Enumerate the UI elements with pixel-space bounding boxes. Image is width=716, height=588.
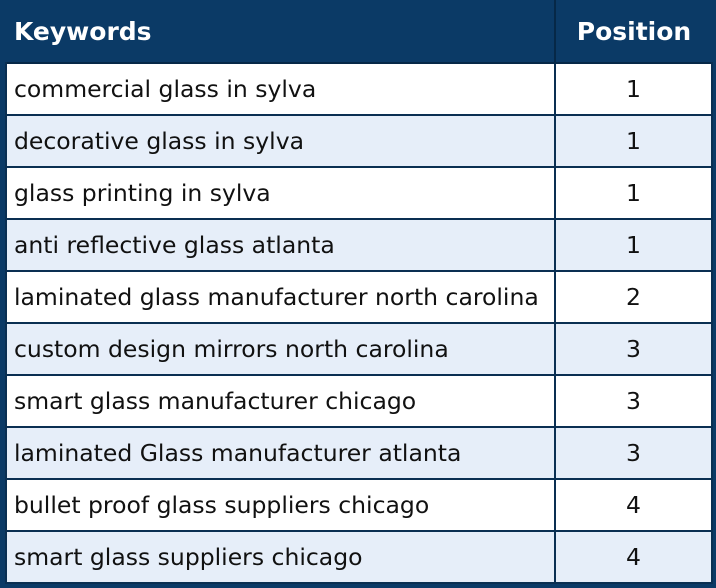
- keyword-cell: anti reflective glass atlanta: [5, 218, 556, 272]
- position-cell: 4: [554, 478, 713, 532]
- table-row: decorative glass in sylva 1: [5, 114, 713, 168]
- keywords-column-header: Keywords: [6, 0, 555, 63]
- keyword-cell: custom design mirrors north carolina: [5, 322, 556, 376]
- table-row: bullet proof glass suppliers chicago 4: [5, 478, 713, 532]
- keyword-cell: commercial glass in sylva: [5, 62, 556, 116]
- keyword-cell: laminated Glass manufacturer atlanta: [5, 426, 556, 480]
- table-row: laminated Glass manufacturer atlanta 3: [5, 426, 713, 480]
- keyword-cell: smart glass suppliers chicago: [5, 530, 556, 584]
- position-cell: 3: [554, 426, 713, 480]
- table-row: glass printing in sylva 1: [5, 166, 713, 220]
- position-cell: 1: [554, 218, 713, 272]
- keyword-cell: decorative glass in sylva: [5, 114, 556, 168]
- table-row: smart glass manufacturer chicago 3: [5, 374, 713, 428]
- position-cell: 1: [554, 166, 713, 220]
- keyword-cell: glass printing in sylva: [5, 166, 556, 220]
- header-row: Keywords Position: [6, 0, 712, 63]
- table-header: Keywords Position: [6, 0, 712, 63]
- position-cell: 3: [554, 374, 713, 428]
- position-cell: 1: [554, 114, 713, 168]
- table-row: custom design mirrors north carolina 3: [5, 322, 713, 376]
- keyword-cell: bullet proof glass suppliers chicago: [5, 478, 556, 532]
- keyword-rankings-table: Keywords Position commercial glass in sy…: [5, 0, 713, 584]
- position-cell: 4: [554, 530, 713, 584]
- table-row: laminated glass manufacturer north carol…: [5, 270, 713, 324]
- table-row: commercial glass in sylva 1: [5, 62, 713, 116]
- table-row: smart glass suppliers chicago 4: [5, 530, 713, 584]
- keyword-cell: laminated glass manufacturer north carol…: [5, 270, 556, 324]
- keyword-cell: smart glass manufacturer chicago: [5, 374, 556, 428]
- position-cell: 2: [554, 270, 713, 324]
- position-column-header: Position: [554, 0, 712, 63]
- table-row: anti reflective glass atlanta 1: [5, 218, 713, 272]
- position-cell: 1: [554, 62, 713, 116]
- position-cell: 3: [554, 322, 713, 376]
- table-body: commercial glass in sylva 1 decorative g…: [5, 62, 713, 584]
